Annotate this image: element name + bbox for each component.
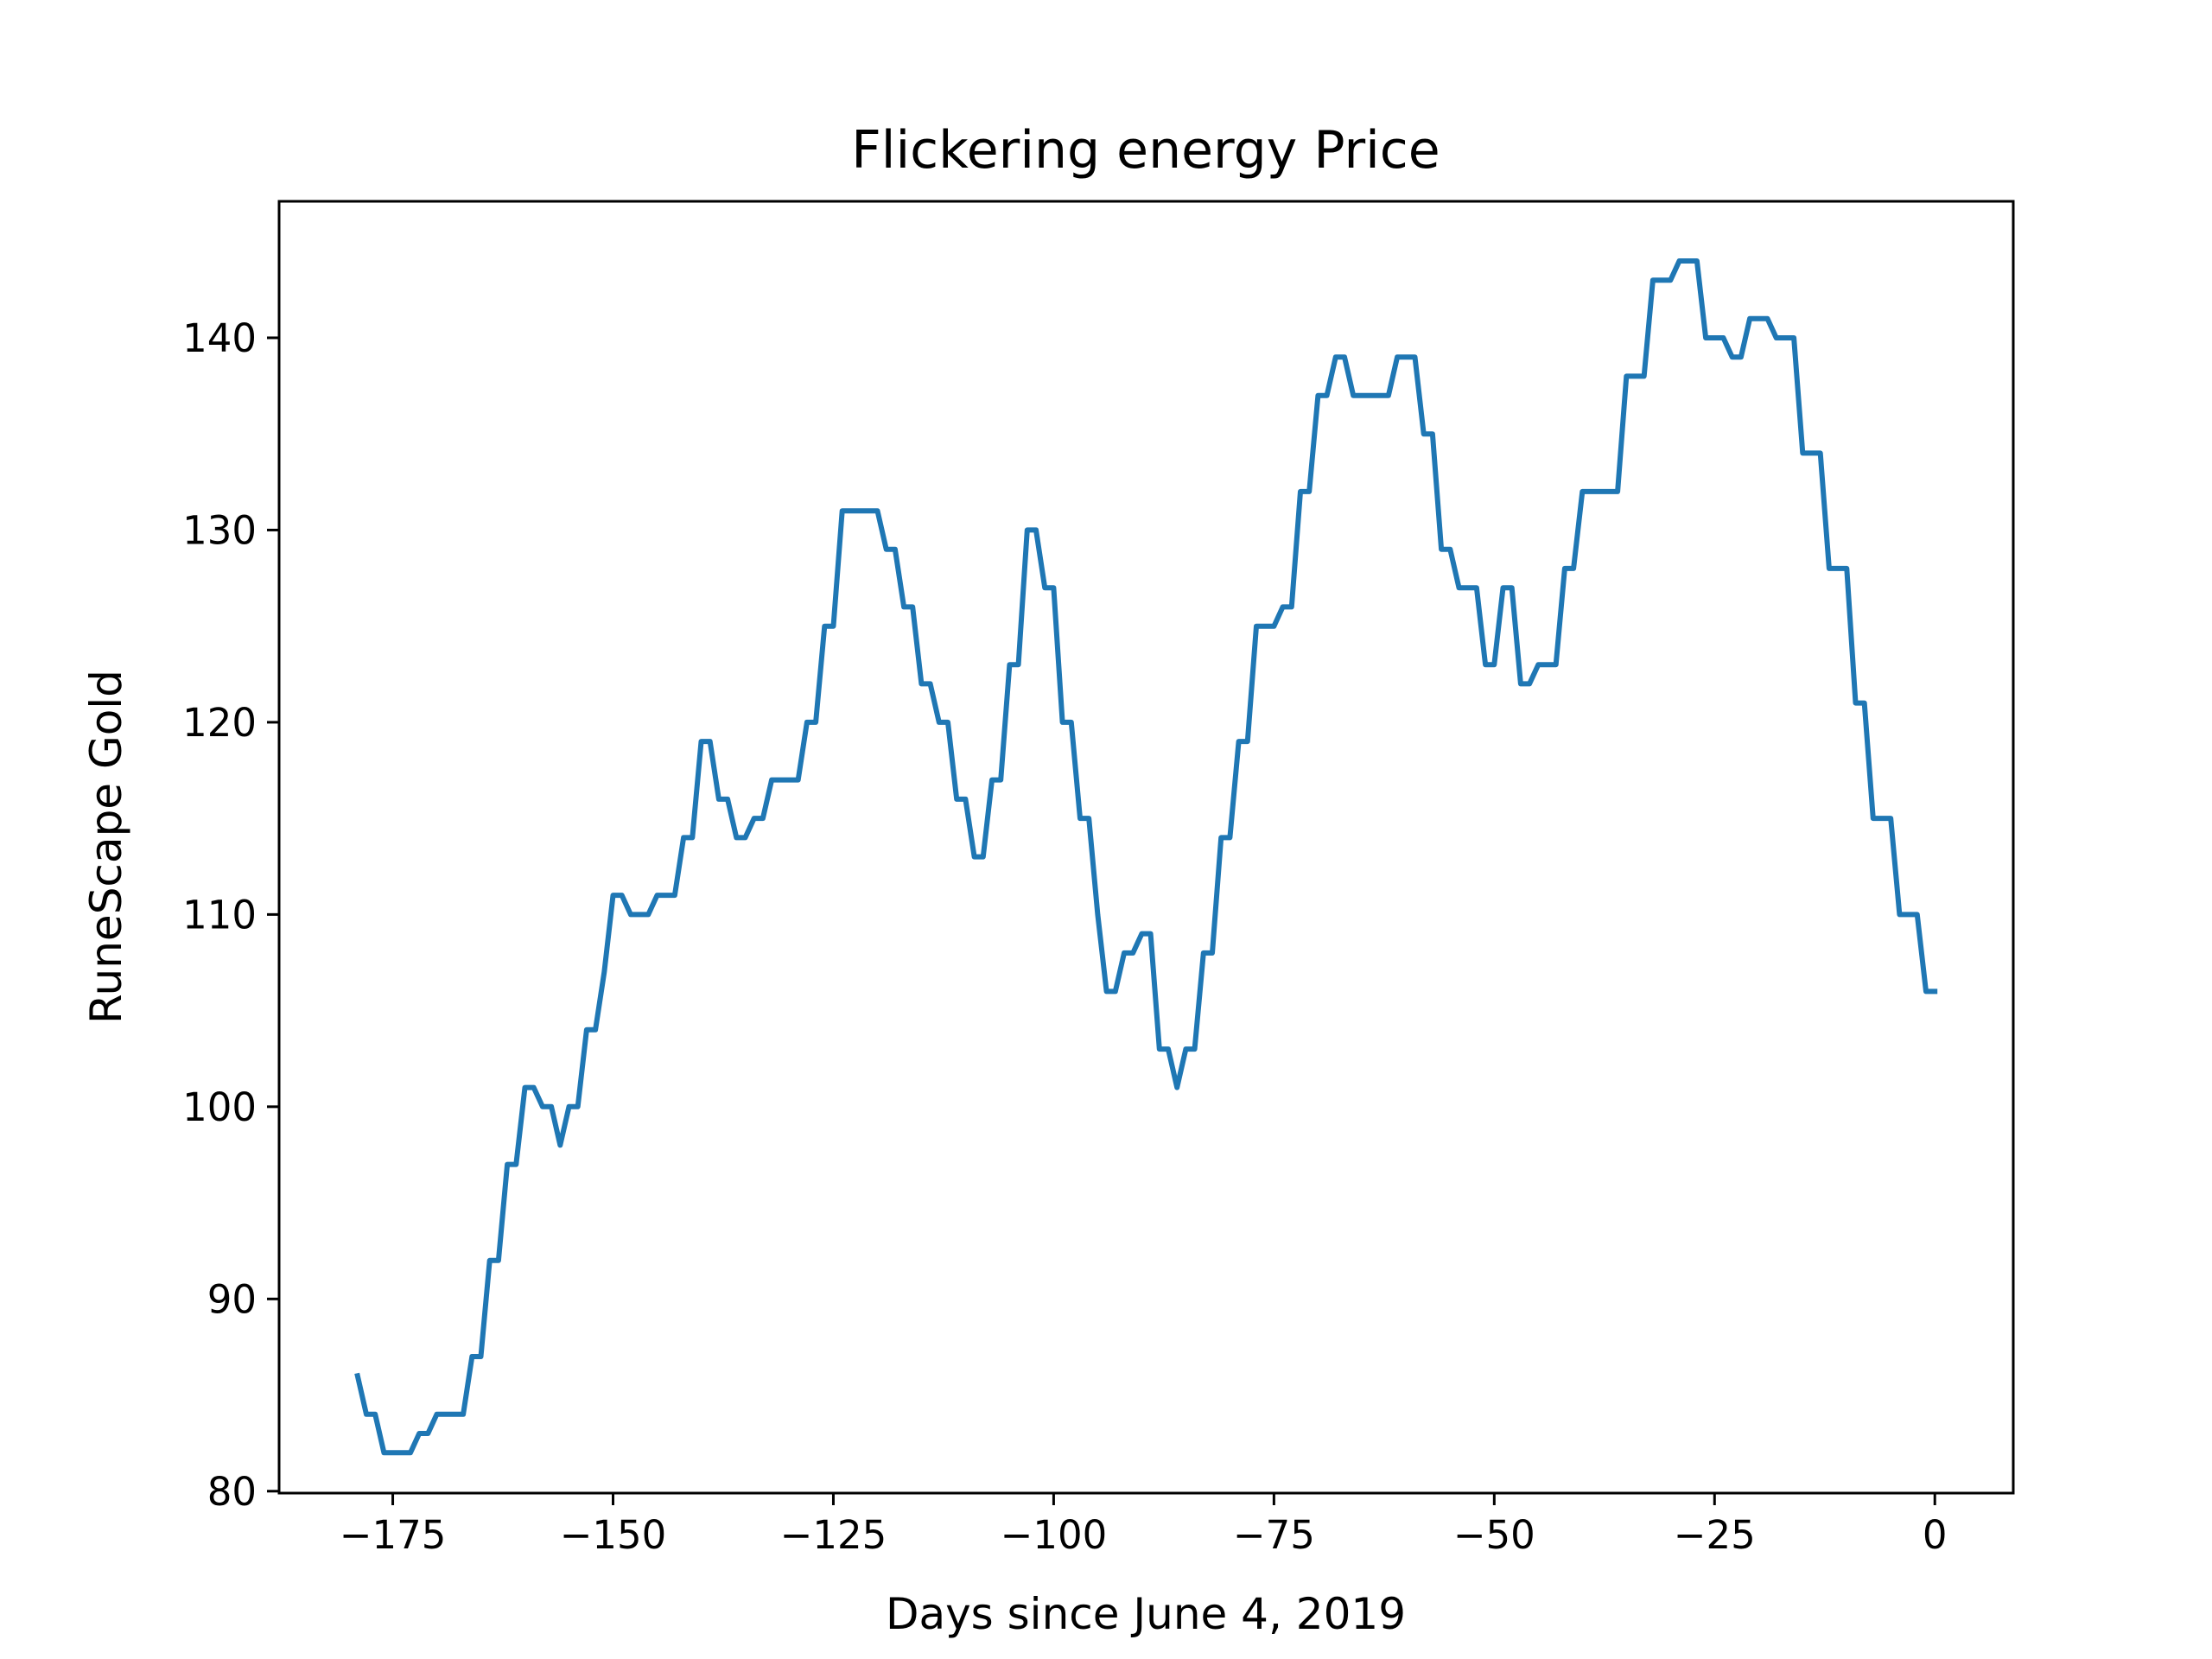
- y-tick-label: 130: [182, 507, 257, 553]
- y-tick-label: 110: [182, 892, 257, 938]
- x-tick-label: −150: [560, 1512, 667, 1558]
- y-tick-label: 140: [182, 315, 257, 361]
- chart-title: Flickering energy Price: [851, 120, 1440, 181]
- y-axis-label: RuneScape Gold: [81, 670, 131, 1024]
- y-tick-label: 100: [182, 1084, 257, 1130]
- y-tick-label: 80: [207, 1469, 257, 1515]
- x-tick-label: −175: [340, 1512, 447, 1558]
- x-axis-ticks: −175 −150 −125 −100 −75 −50 −25 0: [340, 1493, 1948, 1558]
- plot-area: [354, 258, 1938, 1456]
- axes-frame: [277, 200, 2015, 1495]
- x-tick-label: 0: [1923, 1512, 1948, 1558]
- y-axis-ticks: 80 90 100 110 120 130 140: [182, 315, 279, 1515]
- x-tick-label: −25: [1674, 1512, 1756, 1558]
- x-tick-label: −100: [1001, 1512, 1108, 1558]
- x-tick-label: −50: [1453, 1512, 1535, 1558]
- x-axis-label: Days since June 4, 2019: [886, 1589, 1406, 1639]
- x-tick-label: −75: [1233, 1512, 1315, 1558]
- y-tick-label: 120: [182, 700, 257, 746]
- y-tick-label: 90: [207, 1276, 257, 1322]
- x-tick-label: −125: [780, 1512, 887, 1558]
- series-line: [354, 258, 1938, 1456]
